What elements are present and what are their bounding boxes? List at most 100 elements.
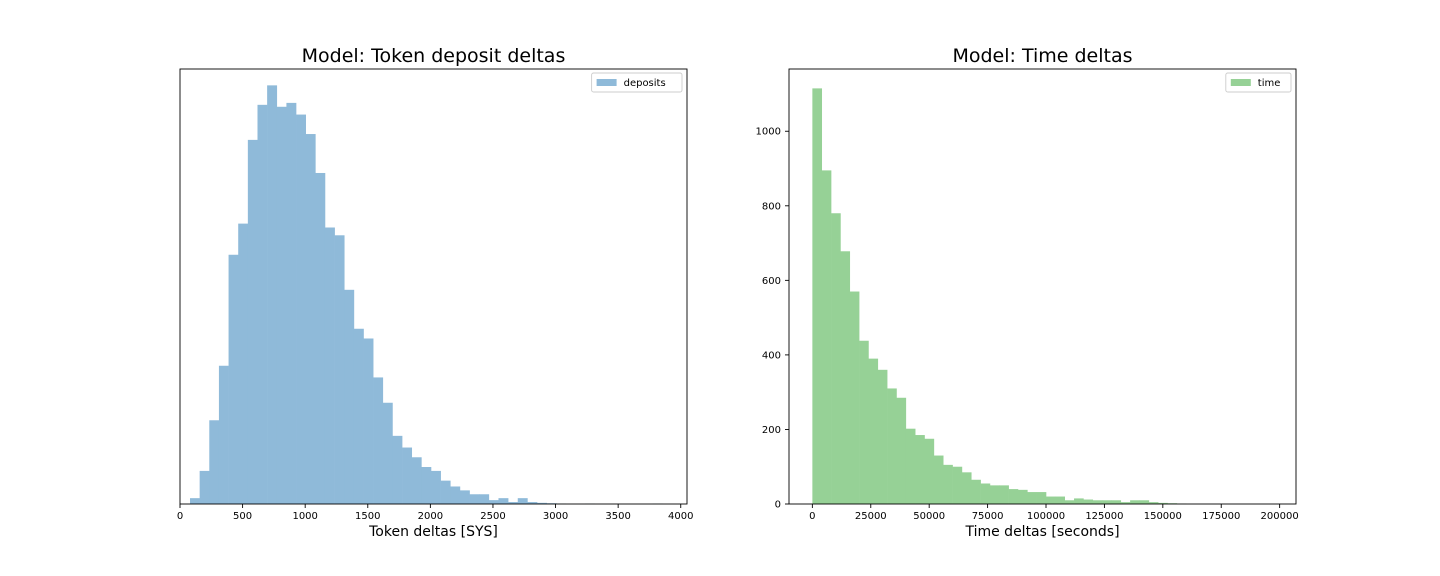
histogram-bar (344, 289, 355, 504)
histogram-bar (1102, 500, 1112, 504)
axes-frame (788, 68, 1297, 505)
x-tick-label: 2000 (418, 511, 443, 522)
histogram-bar (392, 435, 403, 504)
legend-box (591, 72, 683, 93)
histogram-bar (896, 397, 907, 504)
legend-swatch (596, 79, 617, 86)
histogram-bar (382, 402, 393, 504)
histogram-bar (1083, 499, 1094, 504)
histogram-bar (971, 479, 981, 504)
x-tick-label: 3000 (543, 511, 568, 522)
histogram-bar (431, 470, 441, 504)
histogram-bar (305, 134, 316, 505)
chart-title: Model: Token deposit deltas (302, 45, 566, 67)
histogram-bar (952, 466, 963, 504)
histogram-bar (508, 502, 519, 504)
x-tick-label: 75000 (972, 511, 1004, 522)
histogram-bar (1017, 489, 1028, 504)
histogram-bar (849, 291, 860, 504)
histogram-bar (363, 338, 374, 504)
histogram-bar (877, 369, 888, 504)
histogram-bar (199, 470, 210, 504)
histogram-bar (450, 486, 461, 504)
histogram-bar (459, 490, 470, 504)
histogram-bar (537, 502, 547, 504)
y-tick-label: 600 (762, 276, 781, 287)
histogram-bar (1120, 502, 1131, 504)
histogram-bar (1064, 500, 1075, 504)
histogram-bar (1046, 496, 1056, 504)
x-tick-label: 50000 (913, 511, 945, 522)
x-tick-label: 0 (809, 511, 815, 522)
x-tick-label: 0 (177, 511, 183, 522)
x-tick-label: 200000 (1261, 511, 1299, 522)
histogram-bar (218, 365, 229, 504)
histogram-bar (812, 88, 823, 504)
x-tick-label: 4000 (668, 511, 693, 522)
histogram-bar (868, 358, 879, 504)
x-tick-label: 3500 (605, 511, 630, 522)
histogram-bar (257, 104, 268, 504)
histogram-bar (421, 467, 432, 504)
histogram-bar (228, 254, 239, 504)
histogram-bar (190, 498, 200, 504)
histogram-bar (411, 457, 422, 504)
histogram-bar (887, 388, 897, 504)
y-tick-label: 800 (762, 201, 781, 212)
histogram-bar (267, 85, 278, 505)
chart-title: Model: Time deltas (952, 45, 1132, 67)
histogram-bar (905, 428, 916, 504)
legend: deposits (591, 72, 683, 93)
legend-box (1225, 72, 1292, 93)
histogram-bar (286, 102, 297, 504)
histogram-bar (980, 483, 991, 504)
histogram-bar (961, 472, 972, 504)
histogram-bar (402, 447, 413, 504)
histogram-bar (209, 420, 220, 504)
histogram-bar (989, 485, 1000, 504)
histogram-bar (1148, 502, 1159, 504)
histogram-bar (1008, 489, 1019, 504)
histogram-bar (1074, 498, 1084, 504)
histogram-bar (1036, 492, 1047, 504)
histogram-bar (373, 377, 384, 504)
histogram-bar (479, 494, 490, 504)
histogram-bar (943, 464, 953, 504)
histogram-bar (1092, 500, 1103, 504)
histogram-bar (440, 480, 451, 504)
histogram-bar (276, 106, 287, 504)
x-tick-label: 2500 (480, 511, 505, 522)
x-tick-label: 1000 (292, 511, 317, 522)
histogram-bar (247, 139, 258, 504)
x-tick-label: 25000 (855, 511, 887, 522)
histogram-bar (324, 227, 335, 504)
y-tick-label: 0 (775, 500, 781, 511)
histogram-bar (296, 114, 306, 504)
histogram-bar (527, 502, 538, 504)
x-tick-label: 100000 (1027, 511, 1065, 522)
histogram-bar (933, 455, 944, 504)
histogram-bar (859, 340, 869, 504)
y-tick-label: 200 (762, 425, 781, 436)
histogram-bar (469, 494, 480, 504)
x-tick-label: 150000 (1144, 511, 1182, 522)
histogram-bar (488, 500, 499, 504)
y-tick-label: 400 (762, 350, 781, 361)
histogram-bar (840, 251, 851, 504)
histogram-bar (517, 498, 528, 504)
histogram-bar (334, 235, 345, 505)
x-axis-label: Token deltas [SYS] (368, 524, 498, 540)
histogram-bar (353, 328, 364, 504)
legend-swatch (1230, 79, 1251, 86)
x-axis-label: Time deltas [seconds] (964, 524, 1119, 540)
x-tick-label: 500 (233, 511, 252, 522)
chart-2: 0 25000 50000 75000 100000 125000 150000 175000… (756, 45, 1299, 540)
histogram-bar (1130, 500, 1140, 504)
histogram-bar (238, 223, 249, 505)
histogram-bar (1158, 502, 1168, 504)
histogram-bar (831, 213, 841, 504)
x-tick-label: 175000 (1202, 511, 1240, 522)
histogram-bar (924, 438, 935, 504)
x-tick-label: 125000 (1085, 511, 1123, 522)
